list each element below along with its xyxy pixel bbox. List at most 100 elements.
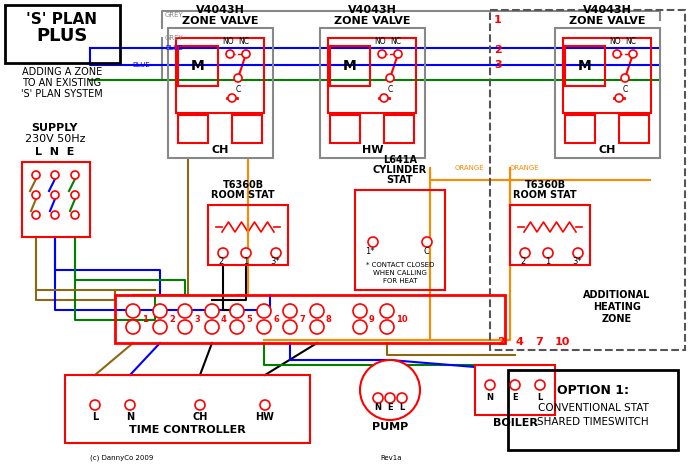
Circle shape [153, 320, 167, 334]
Text: TO AN EXISTING: TO AN EXISTING [23, 78, 101, 88]
Bar [565, 46, 605, 86]
Text: NC: NC [391, 37, 402, 46]
Bar [178, 46, 218, 86]
Text: C: C [235, 86, 241, 95]
Bar [330, 46, 370, 86]
Bar [565, 115, 595, 143]
Circle shape [485, 380, 495, 390]
Text: 1: 1 [545, 257, 551, 266]
Text: 1*: 1* [365, 248, 375, 256]
Circle shape [386, 74, 394, 82]
Text: ADDITIONAL: ADDITIONAL [583, 290, 651, 300]
Circle shape [380, 320, 394, 334]
Text: ADDING A ZONE: ADDING A ZONE [22, 67, 102, 77]
Text: 2: 2 [218, 257, 224, 266]
Text: BLUE: BLUE [132, 62, 150, 68]
Circle shape [310, 320, 324, 334]
Circle shape [257, 320, 271, 334]
Text: C: C [387, 86, 393, 95]
Circle shape [629, 50, 637, 58]
Text: M: M [343, 59, 357, 73]
Text: FOR HEAT: FOR HEAT [383, 278, 417, 284]
Circle shape [195, 400, 205, 410]
Text: HW: HW [255, 412, 275, 422]
Text: 10: 10 [396, 314, 408, 323]
Circle shape [126, 304, 140, 318]
Circle shape [520, 248, 530, 258]
Circle shape [241, 248, 251, 258]
Circle shape [535, 380, 545, 390]
Text: CH: CH [212, 145, 229, 155]
Circle shape [573, 248, 583, 258]
Text: ROOM STAT: ROOM STAT [513, 190, 577, 200]
Text: N: N [486, 393, 493, 402]
Text: 10: 10 [555, 337, 571, 347]
Bar [320, 28, 425, 158]
Circle shape [126, 320, 140, 334]
Bar [65, 375, 310, 443]
Text: ROOM STAT: ROOM STAT [211, 190, 275, 200]
Text: PUMP: PUMP [372, 422, 408, 432]
Circle shape [380, 94, 388, 102]
Circle shape [397, 393, 407, 403]
Circle shape [90, 400, 100, 410]
Circle shape [621, 74, 629, 82]
Circle shape [613, 50, 621, 58]
Text: L641A: L641A [383, 155, 417, 165]
Text: ZONE: ZONE [602, 314, 632, 324]
Circle shape [125, 400, 135, 410]
Text: 3: 3 [494, 60, 502, 70]
Text: NO: NO [374, 37, 386, 46]
Circle shape [32, 171, 40, 179]
Circle shape [271, 248, 281, 258]
Bar [475, 365, 555, 415]
Text: 7: 7 [535, 337, 543, 347]
Bar [178, 115, 208, 143]
Text: CYLINDER: CYLINDER [373, 165, 427, 175]
Circle shape [51, 191, 59, 199]
Text: E: E [512, 393, 518, 402]
Text: M: M [578, 59, 592, 73]
Text: NC: NC [239, 37, 250, 46]
Text: T6360B: T6360B [524, 180, 566, 190]
Circle shape [283, 320, 297, 334]
Text: T6360B: T6360B [222, 180, 264, 190]
Circle shape [260, 400, 270, 410]
Text: NO: NO [222, 37, 234, 46]
Circle shape [283, 304, 297, 318]
Text: ORANGE: ORANGE [510, 165, 540, 171]
Bar [232, 115, 262, 143]
Circle shape [615, 94, 623, 102]
Circle shape [205, 304, 219, 318]
Text: 3: 3 [194, 314, 199, 323]
Circle shape [71, 211, 79, 219]
Text: 'S' PLAN: 'S' PLAN [26, 13, 97, 28]
Text: 9: 9 [369, 314, 375, 323]
Circle shape [153, 304, 167, 318]
Text: V4043H: V4043H [195, 5, 244, 15]
Text: C: C [622, 86, 628, 95]
Circle shape [205, 320, 219, 334]
Text: E: E [387, 403, 393, 412]
Circle shape [257, 304, 271, 318]
Text: L  N  E: L N E [35, 147, 75, 157]
Bar [330, 115, 360, 143]
Text: C: C [423, 248, 429, 256]
Text: * CONTACT CLOSED: * CONTACT CLOSED [366, 262, 434, 268]
Text: 1: 1 [244, 257, 248, 266]
Circle shape [394, 50, 402, 58]
Text: 3*: 3* [270, 257, 280, 266]
Text: 'S' PLAN SYSTEM: 'S' PLAN SYSTEM [21, 89, 103, 99]
Circle shape [510, 380, 520, 390]
Circle shape [32, 211, 40, 219]
Circle shape [226, 50, 234, 58]
Text: PLUS: PLUS [37, 27, 88, 45]
Text: OPTION 1:: OPTION 1: [557, 383, 629, 396]
Text: N: N [126, 412, 134, 422]
Circle shape [32, 191, 40, 199]
Text: TIME CONTROLLER: TIME CONTROLLER [129, 425, 246, 435]
Circle shape [71, 191, 79, 199]
Circle shape [385, 393, 395, 403]
Bar [328, 38, 416, 113]
Circle shape [228, 94, 236, 102]
